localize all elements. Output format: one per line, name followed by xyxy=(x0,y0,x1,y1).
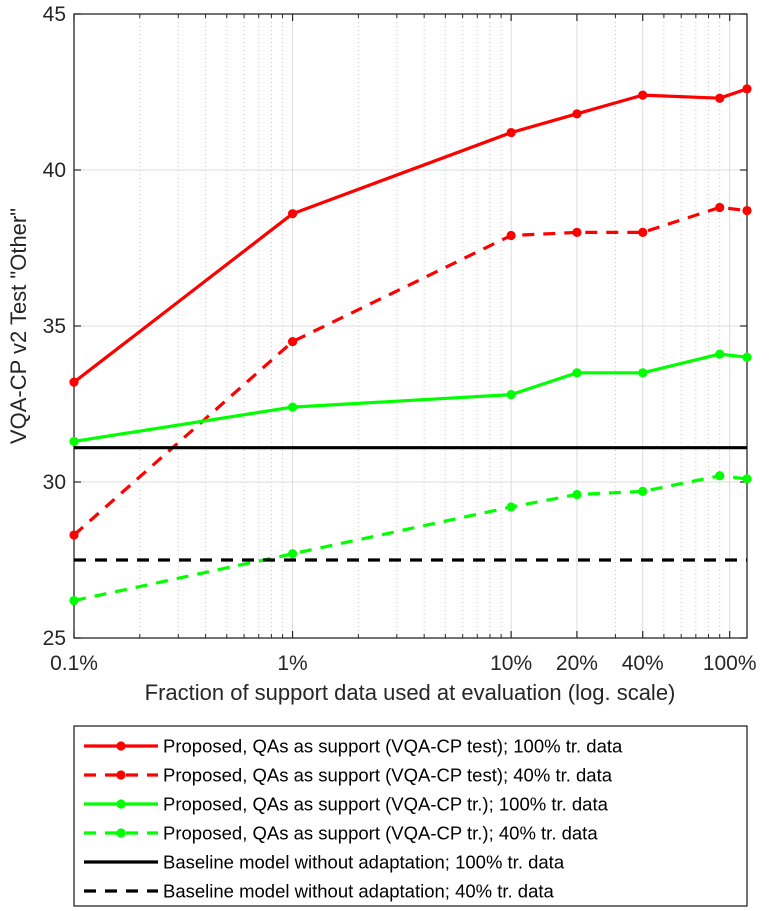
data-point xyxy=(715,349,725,359)
tick-labels: 0.1% 1% 10% 20% 40% 100% 25 30 35 40 45 xyxy=(43,3,757,675)
legend-entry: Proposed, QAs as support (VQA-CP test); … xyxy=(84,765,613,786)
y-tick-label: 30 xyxy=(43,471,66,494)
legend-entry: Proposed, QAs as support (VQA-CP tr.); 4… xyxy=(84,823,598,844)
data-point xyxy=(506,390,516,400)
data-point xyxy=(287,337,298,347)
series-3 xyxy=(69,349,752,447)
x-tick-label: 100% xyxy=(703,652,757,675)
data-point xyxy=(506,230,516,241)
data-point xyxy=(287,402,298,412)
y-tick-label: 25 xyxy=(43,627,66,650)
data-point xyxy=(742,352,752,362)
y-axis-label: VQA-CP v2 Test "Other" xyxy=(6,208,31,444)
legend: Proposed, QAs as support (VQA-CP test); … xyxy=(73,725,748,907)
x-tick-label: 40% xyxy=(622,652,664,675)
data-point xyxy=(506,127,516,138)
data-point xyxy=(572,368,582,378)
legend-entry: Proposed, QAs as support (VQA-CP tr.); 1… xyxy=(84,794,609,815)
legend-marker xyxy=(116,828,126,838)
legend-label: Baseline model without adaptation; 40% t… xyxy=(163,881,555,902)
data-point xyxy=(715,202,725,213)
data-point xyxy=(69,530,79,540)
data-point xyxy=(69,377,79,387)
y-tick-label: 40 xyxy=(43,159,66,182)
data-point xyxy=(638,227,648,237)
data-point xyxy=(69,595,79,606)
data-point xyxy=(715,93,725,103)
data-point xyxy=(287,209,298,219)
data-point xyxy=(742,474,752,484)
x-axis-label: Fraction of support data used at evaluat… xyxy=(145,680,676,705)
grid xyxy=(73,13,747,639)
data-point xyxy=(572,227,582,237)
data-point xyxy=(742,84,752,94)
ticks xyxy=(73,13,747,639)
legend-entry: Proposed, QAs as support (VQA-CP test); … xyxy=(84,736,623,757)
legend-label: Proposed, QAs as support (VQA-CP tr.); 1… xyxy=(163,794,609,815)
x-tick-label: 20% xyxy=(556,652,598,675)
series-1 xyxy=(69,84,752,387)
series-group xyxy=(69,84,752,606)
series-2 xyxy=(69,202,752,540)
data-point xyxy=(69,436,79,447)
legend-marker xyxy=(116,770,126,780)
x-tick-label: 0.1% xyxy=(50,652,98,675)
y-tick-label: 45 xyxy=(43,3,66,26)
legend-entry: Baseline model without adaptation; 40% t… xyxy=(84,881,555,902)
legend-label: Proposed, QAs as support (VQA-CP test); … xyxy=(163,736,623,757)
legend-label: Proposed, QAs as support (VQA-CP tr.); 4… xyxy=(163,823,598,844)
legend-marker xyxy=(116,799,126,809)
y-tick-label: 35 xyxy=(43,315,66,338)
data-point xyxy=(572,489,582,500)
data-point xyxy=(638,486,648,496)
legend-box xyxy=(73,725,748,907)
data-point xyxy=(287,549,298,559)
data-point xyxy=(572,109,582,119)
legend-label: Baseline model without adaptation; 100% … xyxy=(163,852,565,873)
data-point xyxy=(742,205,752,216)
x-tick-label: 10% xyxy=(490,652,532,675)
legend-label: Proposed, QAs as support (VQA-CP test); … xyxy=(163,765,613,786)
legend-marker xyxy=(116,741,126,751)
x-tick-label: 1% xyxy=(277,652,307,675)
data-point xyxy=(638,90,648,100)
legend-entry: Baseline model without adaptation; 100% … xyxy=(84,852,565,873)
data-point xyxy=(638,368,648,378)
series-4 xyxy=(69,471,752,606)
data-point xyxy=(715,471,725,481)
data-point xyxy=(506,502,516,512)
